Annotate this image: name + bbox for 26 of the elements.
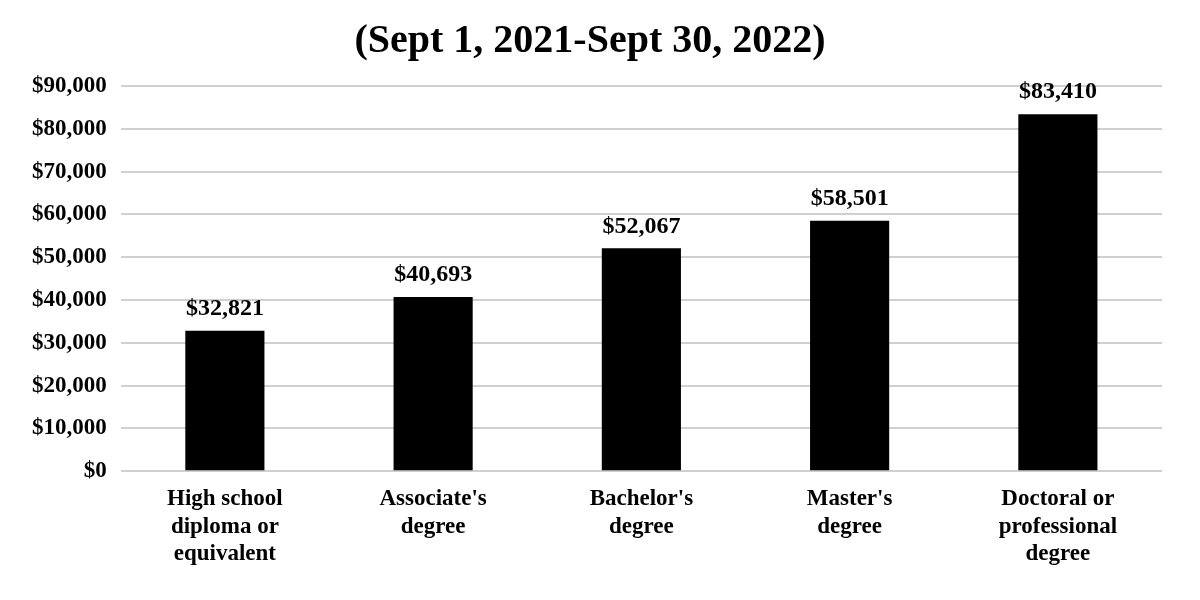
data-label: $58,501 <box>810 184 889 211</box>
x-tick-label: High school diploma or equivalent <box>167 484 283 566</box>
y-tick-label: $10,000 <box>32 414 107 440</box>
data-label: $83,410 <box>1018 77 1097 104</box>
y-tick-label: $70,000 <box>32 157 107 183</box>
y-tick-label: $0 <box>83 457 107 483</box>
data-label: $40,693 <box>394 260 473 287</box>
chart-title: (Sept 1, 2021-Sept 30, 2022) <box>354 16 826 62</box>
bar <box>1018 114 1098 471</box>
x-tick-label: Associate's degree <box>379 484 487 538</box>
y-tick-label: $80,000 <box>32 114 107 140</box>
data-label: $52,067 <box>602 211 681 238</box>
y-tick-label: $20,000 <box>32 371 107 397</box>
y-tick-label: $40,000 <box>32 285 107 311</box>
y-tick-label: $30,000 <box>32 328 107 354</box>
y-tick-label: $50,000 <box>32 243 107 269</box>
y-tick-label: $60,000 <box>32 200 107 226</box>
x-tick-label: Master's degree <box>806 484 893 538</box>
bar <box>810 220 890 471</box>
x-tick-label: Bachelor's degree <box>589 484 694 538</box>
bar <box>185 330 265 471</box>
bar <box>601 248 681 471</box>
bar <box>393 297 473 471</box>
data-label: $32,821 <box>185 293 264 320</box>
x-tick-label: Doctoral or professional degree <box>998 484 1118 566</box>
y-tick-label: $90,000 <box>32 71 107 97</box>
